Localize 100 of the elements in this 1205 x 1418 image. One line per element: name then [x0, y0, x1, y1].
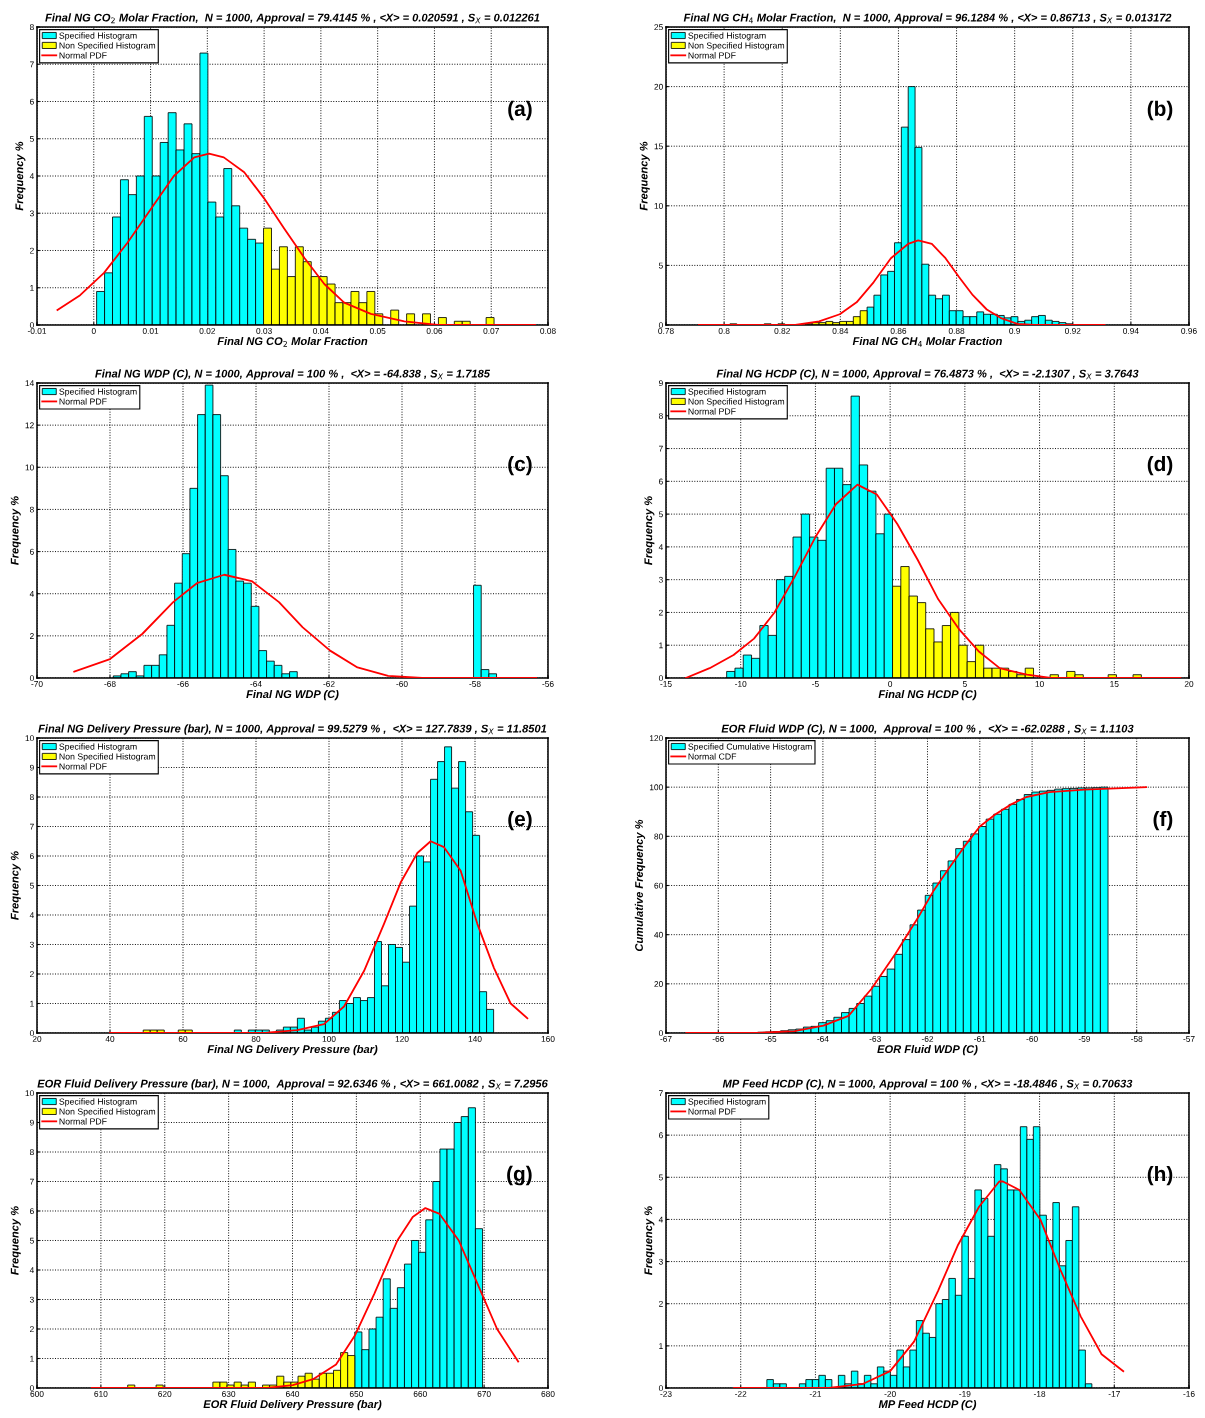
y-tick-label: 3: [29, 210, 34, 217]
y-tick-label: 5: [658, 262, 663, 269]
x-tick-label: -57: [1183, 1036, 1195, 1042]
y-tick-label: 10: [25, 464, 34, 471]
y-axis-title: Cumulative Frequency %: [634, 819, 646, 952]
x-tick-label: 120: [395, 1036, 409, 1042]
y-tick-label: 8: [29, 1149, 34, 1156]
chart-title: Final NG Delivery Pressure (bar), N = 1000, Approval = 99.5279 % , <X> = 127.7839 , S$_{X}$ = 11.8501: [38, 724, 547, 735]
x-tick-label: 0.9: [1009, 328, 1021, 334]
y-axis-title: Frequency %: [639, 141, 650, 211]
y-tick-label: 2: [30, 247, 34, 254]
y-tick-label: 100: [649, 784, 663, 791]
x-tick-label: -68: [104, 681, 116, 687]
y-tick-label: 5: [29, 882, 34, 889]
y-tick-label: 1: [659, 642, 663, 649]
y-tick-label: 20: [654, 981, 663, 987]
x-tick-label: -63: [869, 1036, 881, 1042]
y-tick-label: 120: [649, 735, 663, 742]
y-tick-label: 3: [29, 941, 34, 948]
annotation: (b): [1147, 100, 1173, 121]
y-tick-label: 1: [30, 285, 34, 291]
y-tick-label: 4: [29, 1267, 34, 1274]
x-tick-label: -65: [764, 1036, 777, 1042]
y-tick-label: 0: [658, 1030, 663, 1037]
y-tick-label: 6: [30, 1208, 34, 1215]
x-tick-label: 0: [91, 328, 96, 334]
x-tick-label: 0.92: [1064, 328, 1081, 334]
y-tick-label: 0: [658, 675, 663, 682]
x-tick-label: -10: [735, 681, 747, 687]
legend-label: Specified Histogram: [688, 1098, 766, 1107]
x-tick-label: -59: [1078, 1036, 1091, 1042]
x-tick-label: 0.05: [369, 328, 386, 334]
x-tick-label: 610: [94, 1391, 108, 1397]
y-tick-label: 7: [30, 61, 34, 68]
x-tick-label: -0.01: [27, 328, 47, 334]
x-tick-label: 0.01: [142, 328, 159, 334]
legend-label: Specified Histogram: [59, 388, 137, 397]
y-tick-label: 6: [30, 853, 34, 860]
x-tick-label: -21: [809, 1391, 822, 1397]
x-tick-label: -70: [31, 681, 43, 687]
annotation: (h): [1147, 1165, 1173, 1186]
x-tick-label: 650: [349, 1391, 363, 1397]
legend-label: Normal PDF: [688, 1108, 736, 1115]
y-axis-title: Frequency %: [10, 1206, 21, 1275]
x-tick-label: -64: [817, 1036, 829, 1042]
y-tick-label: 1: [659, 1343, 663, 1349]
x-tick-label: 0.84: [832, 328, 849, 334]
x-tick-label: -60: [396, 681, 408, 687]
y-tick-label: 4: [658, 1216, 663, 1223]
x-tick-label: 5: [962, 681, 967, 687]
legend-label: Normal PDF: [688, 408, 736, 415]
chart-title: Final NG WDP (C), N = 1000, Approval = 100 % , <X> = -64.838 , S$_{X}$ = 1.7185: [95, 369, 491, 380]
y-tick-label: 2: [659, 609, 663, 616]
x-axis-title: Final NG CH$_{4}$ Molar Fraction: [852, 336, 1002, 347]
y-tick-label: 7: [659, 1090, 663, 1097]
annotation: (g): [507, 1165, 532, 1186]
y-tick-label: 6: [659, 478, 663, 485]
x-tick-label: -56: [542, 681, 554, 687]
x-tick-label: 80: [251, 1036, 261, 1042]
legend-label: Normal PDF: [59, 398, 107, 405]
legend-label: Non Specified Histogram: [688, 398, 785, 407]
x-tick-label: 100: [322, 1036, 336, 1042]
y-tick-label: 9: [29, 1119, 34, 1126]
x-tick-label: -66: [712, 1036, 724, 1042]
y-tick-label: 10: [654, 203, 663, 209]
x-axis-title: EOR Fluid Delivery Pressure (bar): [203, 1399, 382, 1411]
y-tick-label: 10: [25, 1090, 34, 1097]
y-tick-label: 4: [29, 912, 34, 919]
legend-label: Non Specified Histogram: [59, 753, 156, 762]
y-tick-label: 80: [654, 833, 663, 840]
x-tick-label: 620: [158, 1391, 172, 1397]
y-tick-label: 8: [29, 794, 34, 801]
y-tick-label: 14: [25, 380, 34, 387]
x-tick-label: 0.07: [483, 328, 499, 334]
legend-label: Non Specified Histogram: [59, 42, 156, 51]
y-axis-title: Frequency %: [10, 851, 21, 920]
y-tick-label: 20: [654, 83, 663, 90]
y-tick-label: 15: [654, 143, 663, 150]
x-tick-label: -58: [469, 681, 481, 687]
legend-label: Normal PDF: [59, 1118, 107, 1125]
y-tick-label: 7: [30, 823, 34, 830]
legend-label: Specified Histogram: [688, 388, 766, 397]
y-tick-label: 10: [25, 735, 34, 742]
x-tick-label: 0.94: [1123, 328, 1139, 334]
y-tick-label: 60: [654, 882, 663, 889]
y-tick-label: 12: [25, 422, 34, 429]
x-tick-label: 680: [541, 1391, 555, 1397]
y-tick-label: 7: [30, 1178, 34, 1185]
legend-label: Normal PDF: [59, 763, 107, 770]
y-tick-label: 0: [29, 322, 34, 329]
legend-label: Non Specified Histogram: [688, 42, 785, 51]
y-axis-title: Frequency %: [644, 496, 655, 565]
x-tick-label: 20: [1184, 681, 1194, 687]
y-tick-label: 25: [654, 24, 663, 31]
x-axis-title: Final NG CO$_{2}$ Molar Fraction: [217, 336, 368, 347]
x-tick-label: 15: [1110, 681, 1119, 687]
x-tick-label: 160: [541, 1036, 555, 1042]
x-tick-label: -58: [1131, 1036, 1143, 1042]
x-tick-label: 0.86: [890, 328, 907, 334]
y-tick-label: 8: [29, 24, 34, 31]
